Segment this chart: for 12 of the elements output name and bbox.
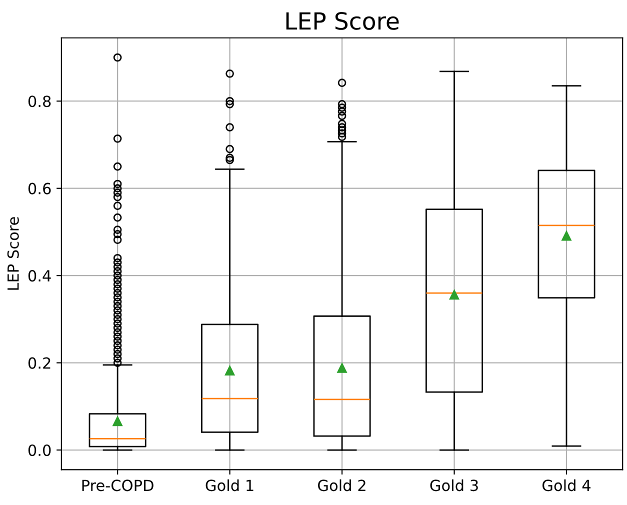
y-axis-title: LEP Score [7, 217, 19, 290]
y-tick-label: 0.8 [28, 96, 51, 108]
y-tick-label: 0.4 [28, 270, 51, 282]
y-tick-label: 0.0 [28, 444, 51, 456]
x-tick-label: Gold 2 [318, 479, 366, 492]
x-tick-label: Gold 3 [430, 479, 478, 492]
x-tick-label: Pre-COPD [82, 480, 154, 492]
y-tick-label: 0.2 [28, 357, 50, 369]
y-tick-label: 0.6 [28, 182, 51, 194]
x-tick-label: Gold 4 [542, 479, 590, 492]
chart-title: LEP Score [286, 12, 399, 30]
x-tick-label: Gold 1 [206, 479, 254, 492]
